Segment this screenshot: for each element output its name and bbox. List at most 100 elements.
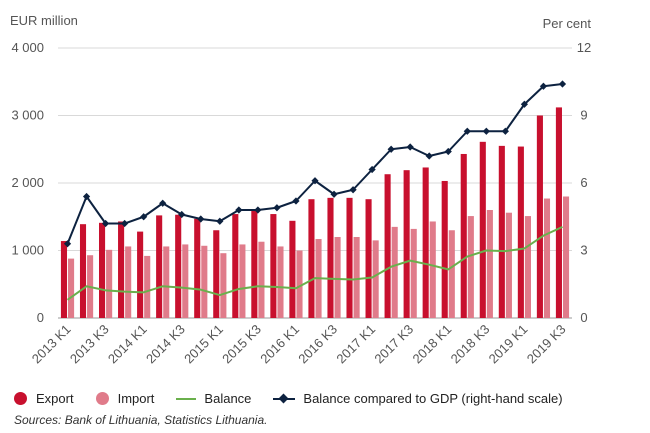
export-bar — [384, 174, 391, 318]
legend-export-label: Export — [36, 391, 74, 406]
export-bar — [308, 199, 315, 318]
x-tick-label: 2018 K1 — [410, 322, 455, 367]
import-swatch — [95, 392, 109, 405]
import-bar — [125, 246, 132, 318]
export-bar — [479, 141, 486, 318]
export-bar — [175, 214, 182, 318]
left-tick-label: 1 000 — [11, 243, 44, 258]
x-tick-label: 2018 K3 — [448, 322, 493, 367]
x-tick-label: 2015 K3 — [219, 322, 264, 367]
right-tick-label: 9 — [580, 108, 587, 123]
right-tick-label: 6 — [580, 175, 587, 190]
import-bar — [429, 221, 436, 318]
left-tick-label: 0 — [37, 310, 44, 325]
x-tick-label: 2017 K3 — [371, 322, 416, 367]
import-bar — [220, 253, 227, 318]
balance-gdp-swatch — [273, 393, 296, 405]
legend-import-label: Import — [117, 391, 155, 406]
balance-gdp-marker — [292, 197, 300, 205]
balance-gdp-marker — [121, 219, 129, 228]
x-tick-label: 2014 K3 — [143, 322, 188, 367]
import-bar — [562, 196, 570, 318]
bars — [60, 107, 570, 319]
x-tick-label: 2016 K1 — [257, 322, 302, 367]
x-tick-label: 2013 K3 — [67, 322, 112, 367]
export-bar — [79, 224, 87, 318]
import-bar — [353, 237, 360, 318]
x-tick-label: 2019 K1 — [486, 322, 531, 367]
balance-gdp-marker — [387, 145, 395, 153]
import-bar — [68, 258, 75, 318]
balance-gdp-marker — [539, 82, 548, 90]
right-tick-label: 3 — [580, 243, 587, 258]
x-tick-label: 2013 K1 — [29, 322, 74, 367]
import-bar — [106, 249, 113, 318]
import-bar — [391, 226, 398, 318]
balance-gdp-marker — [501, 127, 509, 135]
import-bar — [334, 237, 341, 318]
export-bar — [460, 153, 467, 318]
x-tick-label: 2019 K3 — [524, 322, 569, 367]
legend-balance-label: Balance — [204, 391, 252, 406]
export-bar — [137, 231, 144, 318]
legend-balance-gdp-label: Balance compared to GDP (right-hand scal… — [303, 391, 563, 406]
legend-item-import: Import — [95, 391, 155, 406]
balance-gdp-marker — [101, 219, 110, 228]
export-bar — [346, 197, 353, 318]
export-bar — [99, 222, 106, 318]
x-tick-label: 2016 K3 — [295, 322, 340, 367]
import-bar — [372, 240, 379, 318]
balance-swatch — [176, 397, 197, 400]
export-bar — [403, 170, 410, 318]
legend-item-export: Export — [14, 391, 74, 406]
right-tick-label: 12 — [577, 40, 591, 55]
import-bar — [163, 246, 170, 318]
balance-gdp-marker — [254, 206, 262, 214]
balance-gdp-marker — [140, 213, 148, 221]
balance-gdp-marker — [520, 100, 529, 108]
export-bar — [422, 167, 429, 318]
import-bar — [410, 228, 417, 318]
legend-item-balance: Balance — [176, 391, 251, 406]
import-bar — [486, 210, 493, 318]
left-axis-unit: EUR million — [10, 13, 78, 28]
import-bar — [543, 198, 551, 318]
balance-gdp-marker — [558, 80, 567, 88]
export-bar — [289, 220, 296, 318]
x-tick-label: 2015 K1 — [181, 322, 226, 367]
export-bar — [270, 214, 277, 318]
balance-gdp-marker — [444, 147, 452, 156]
export-bar — [517, 146, 524, 318]
left-tick-label: 4 000 — [11, 40, 44, 55]
import-bar — [144, 255, 151, 318]
import-bar — [505, 212, 512, 318]
balance-line — [66, 225, 563, 301]
balance-gdp-marker — [235, 206, 243, 214]
legend-item-balance-gdp: Balance compared to GDP (right-hand scal… — [273, 391, 563, 406]
right-tick-label: 0 — [580, 310, 587, 325]
import-bar — [467, 216, 474, 318]
balance-gdp-marker — [159, 199, 167, 207]
balance-gdp-marker — [482, 127, 490, 135]
import-bar — [239, 244, 246, 318]
export-bar — [327, 197, 334, 318]
import-bar — [182, 244, 189, 318]
lines — [63, 80, 567, 301]
export-bar — [251, 210, 258, 318]
import-bar — [448, 230, 455, 318]
balance-gdp-marker — [330, 190, 338, 198]
balance-gdp-marker — [82, 192, 91, 201]
export-bar — [213, 230, 220, 318]
balance-gdp-marker — [273, 204, 281, 212]
legend: Export Import Balance Balance compared t… — [14, 391, 563, 406]
balance-gdp-marker — [178, 210, 186, 219]
export-bar — [365, 199, 372, 318]
left-tick-label: 3 000 — [11, 108, 44, 123]
export-bar — [536, 115, 543, 318]
import-bar — [258, 241, 265, 318]
left-tick-label: 2 000 — [11, 175, 44, 190]
right-axis-unit: Per cent — [543, 16, 592, 31]
balance-gdp-marker — [311, 177, 319, 185]
export-bar — [441, 180, 448, 318]
